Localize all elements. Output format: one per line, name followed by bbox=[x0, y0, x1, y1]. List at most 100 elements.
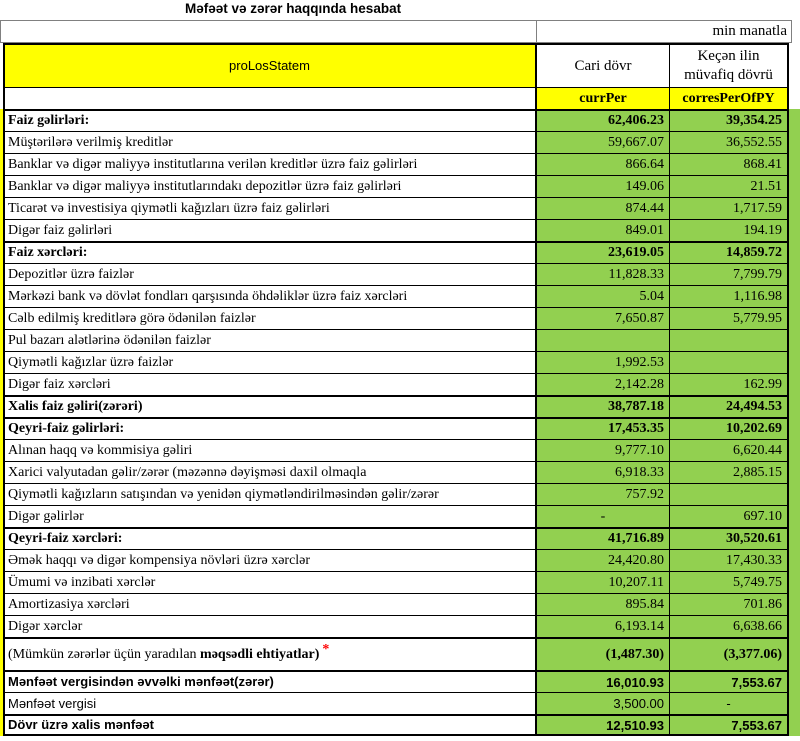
table-row: Digər xərclər 6,193.14 6,638.66 bbox=[0, 615, 800, 637]
right-strip bbox=[789, 439, 800, 461]
left-strip bbox=[0, 241, 3, 263]
unit-note-spacer bbox=[1, 21, 537, 42]
previous-period-cell bbox=[670, 351, 789, 373]
left-strip bbox=[0, 527, 3, 549]
right-strip bbox=[789, 263, 800, 285]
row-label: Qiymətli kağızlar üzrə faizlər bbox=[3, 351, 537, 373]
left-strip bbox=[0, 307, 3, 329]
left-strip bbox=[0, 692, 3, 714]
previous-period-cell: 39,354.25 bbox=[670, 109, 789, 131]
previous-period-cell: 162.99 bbox=[670, 373, 789, 395]
previous-period-cell: 30,520.61 bbox=[670, 527, 789, 549]
right-strip bbox=[789, 637, 800, 670]
table-row: Banklar və digər maliyyə institutlarında… bbox=[0, 175, 800, 197]
current-period-cell: 6,193.14 bbox=[537, 615, 670, 637]
header-previous-cell: Keçən ilin müvafiq dövrü bbox=[670, 43, 789, 87]
current-period-cell: 149.06 bbox=[537, 175, 670, 197]
table-row: Cəlb edilmiş kreditlərə görə ödənilən fa… bbox=[0, 307, 800, 329]
row-label: Banklar və digər maliyyə institutlarına … bbox=[3, 153, 537, 175]
left-strip bbox=[0, 43, 3, 87]
right-strip bbox=[789, 527, 800, 549]
right-strip bbox=[789, 87, 800, 109]
row-label: Pul bazarı alətlərinə ödənilən faizlər bbox=[3, 329, 537, 351]
left-strip bbox=[0, 615, 3, 637]
table-row: Ticarət və investisiya qiymətli kağızlar… bbox=[0, 197, 800, 219]
current-period-cell: 5.04 bbox=[537, 285, 670, 307]
previous-period-cell: 10,202.69 bbox=[670, 417, 789, 439]
current-period-cell: 24,420.80 bbox=[537, 549, 670, 571]
current-period-cell: 874.44 bbox=[537, 197, 670, 219]
right-strip bbox=[789, 307, 800, 329]
left-strip bbox=[0, 417, 3, 439]
previous-period-cell: 5,749.75 bbox=[670, 571, 789, 593]
table-row: Qeyri-faiz gəlirləri: 17,453.35 10,202.6… bbox=[0, 417, 800, 439]
previous-period-cell: 24,494.53 bbox=[670, 395, 789, 417]
header-current-cell: Cari dövr bbox=[537, 43, 670, 87]
right-strip bbox=[789, 197, 800, 219]
left-strip bbox=[0, 373, 3, 395]
table-row: Ümumi və inzibati xərclər 10,207.11 5,74… bbox=[0, 571, 800, 593]
previous-period-cell: 7,799.79 bbox=[670, 263, 789, 285]
table-row: Mərkəzi bank və dövlət fondları qarşısın… bbox=[0, 285, 800, 307]
row-label: Banklar və digər maliyyə institutlarında… bbox=[3, 175, 537, 197]
right-strip bbox=[789, 692, 800, 714]
right-strip bbox=[789, 219, 800, 241]
left-strip bbox=[0, 395, 3, 417]
table-row: Alınan haqq və kommisiya gəliri 9,777.10… bbox=[0, 439, 800, 461]
current-period-cell: 62,406.23 bbox=[537, 109, 670, 131]
current-period-cell: 17,453.35 bbox=[537, 417, 670, 439]
table-row: Banklar və digər maliyyə institutlarına … bbox=[0, 153, 800, 175]
subheader-current-cell: currPer bbox=[537, 87, 670, 109]
unit-note-row: min manatla bbox=[0, 20, 792, 43]
left-strip bbox=[0, 153, 3, 175]
table-row: Qiymətli kağızların satışından və yenidə… bbox=[0, 483, 800, 505]
right-strip bbox=[789, 241, 800, 263]
current-period-cell: 757.92 bbox=[537, 483, 670, 505]
current-period-cell: 59,667.07 bbox=[537, 131, 670, 153]
previous-period-cell: 17,430.33 bbox=[670, 549, 789, 571]
previous-period-cell: 7,553.67 bbox=[670, 714, 789, 736]
previous-period-cell: 14,859.72 bbox=[670, 241, 789, 263]
table-row: Qeyri-faiz xərcləri: 41,716.89 30,520.61 bbox=[0, 527, 800, 549]
previous-period-cell: 6,638.66 bbox=[670, 615, 789, 637]
left-strip bbox=[0, 285, 3, 307]
header-previous-line1: Keçən ilin bbox=[697, 47, 760, 64]
left-strip bbox=[0, 505, 3, 527]
row-label: Alınan haqq və kommisiya gəliri bbox=[3, 439, 537, 461]
previous-period-cell bbox=[670, 329, 789, 351]
left-strip bbox=[0, 263, 3, 285]
right-strip bbox=[789, 571, 800, 593]
left-strip bbox=[0, 329, 3, 351]
row-label: Mənfəət vergisindən əvvəlki mənfəət(zərə… bbox=[3, 670, 537, 692]
left-strip bbox=[0, 549, 3, 571]
table-row: Müştərilərə verilmiş kreditlər 59,667.07… bbox=[0, 131, 800, 153]
table-row: Pul bazarı alətlərinə ödənilən faizlər bbox=[0, 329, 800, 351]
right-strip bbox=[789, 175, 800, 197]
table-row: Digər faiz gəlirləri 849.01 194.19 bbox=[0, 219, 800, 241]
row-label: Əmək haqqı və digər kompensiya növləri ü… bbox=[3, 549, 537, 571]
previous-period-cell: 701.86 bbox=[670, 593, 789, 615]
previous-period-cell bbox=[670, 483, 789, 505]
current-period-cell: 3,500.00 bbox=[537, 692, 670, 714]
current-period-cell: 12,510.93 bbox=[537, 714, 670, 736]
table-row: Mənfəət vergisi 3,500.00 - bbox=[0, 692, 800, 714]
row-label: Mənfəət vergisi bbox=[3, 692, 537, 714]
current-period-cell bbox=[537, 329, 670, 351]
right-strip bbox=[789, 351, 800, 373]
row-label: Cəlb edilmiş kreditlərə görə ödənilən fa… bbox=[3, 307, 537, 329]
previous-period-cell: 21.51 bbox=[670, 175, 789, 197]
right-strip bbox=[789, 109, 800, 131]
table-row: Digər gəlirlər - 697.10 bbox=[0, 505, 800, 527]
right-strip bbox=[789, 714, 800, 736]
right-strip bbox=[789, 43, 800, 87]
right-strip bbox=[789, 395, 800, 417]
left-strip bbox=[0, 714, 3, 736]
header-id-cell: proLosStatem bbox=[3, 43, 537, 87]
row-label: Digər xərclər bbox=[3, 615, 537, 637]
current-period-cell: 41,716.89 bbox=[537, 527, 670, 549]
left-strip bbox=[0, 109, 3, 131]
current-period-cell: 10,207.11 bbox=[537, 571, 670, 593]
table-subheader-row: currPer corresPerOfPY bbox=[0, 87, 800, 109]
previous-period-cell: 1,116.98 bbox=[670, 285, 789, 307]
table-row: Dövr üzrə xalis mənfəət 12,510.93 7,553.… bbox=[0, 714, 800, 736]
